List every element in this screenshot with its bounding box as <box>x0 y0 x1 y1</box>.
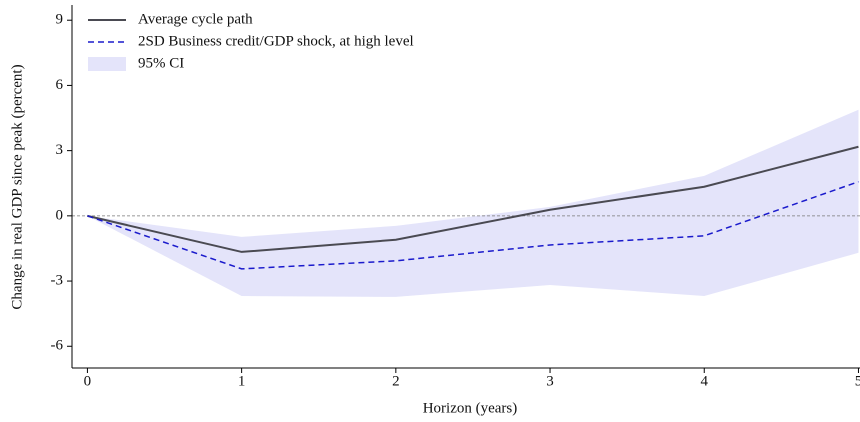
x-tick-label: 1 <box>238 373 246 389</box>
y-tick-label: 0 <box>56 207 64 223</box>
y-axis-label: Change in real GDP since peak (percent) <box>9 64 25 309</box>
x-tick-label: 4 <box>701 373 709 389</box>
x-tick-label: 0 <box>84 373 92 389</box>
series-line <box>87 145 859 253</box>
y-tick-label: 6 <box>56 77 64 93</box>
y-tick-label: -3 <box>51 272 64 288</box>
legend-label: Average cycle path <box>138 11 253 27</box>
x-tick-label: 3 <box>546 373 554 389</box>
legend-label: 2SD Business credit/GDP shock, at high l… <box>138 33 414 49</box>
ci-band <box>87 109 859 297</box>
y-tick-label: 9 <box>56 12 64 28</box>
legend-swatch <box>88 57 126 71</box>
y-tick-label: -6 <box>51 338 64 354</box>
x-tick-label: 5 <box>855 373 860 389</box>
x-axis-label: Horizon (years) <box>423 400 518 416</box>
legend-label: 95% CI <box>138 55 184 71</box>
x-tick-label: 2 <box>392 373 400 389</box>
series-line <box>87 181 859 270</box>
y-tick-label: 3 <box>56 142 64 158</box>
